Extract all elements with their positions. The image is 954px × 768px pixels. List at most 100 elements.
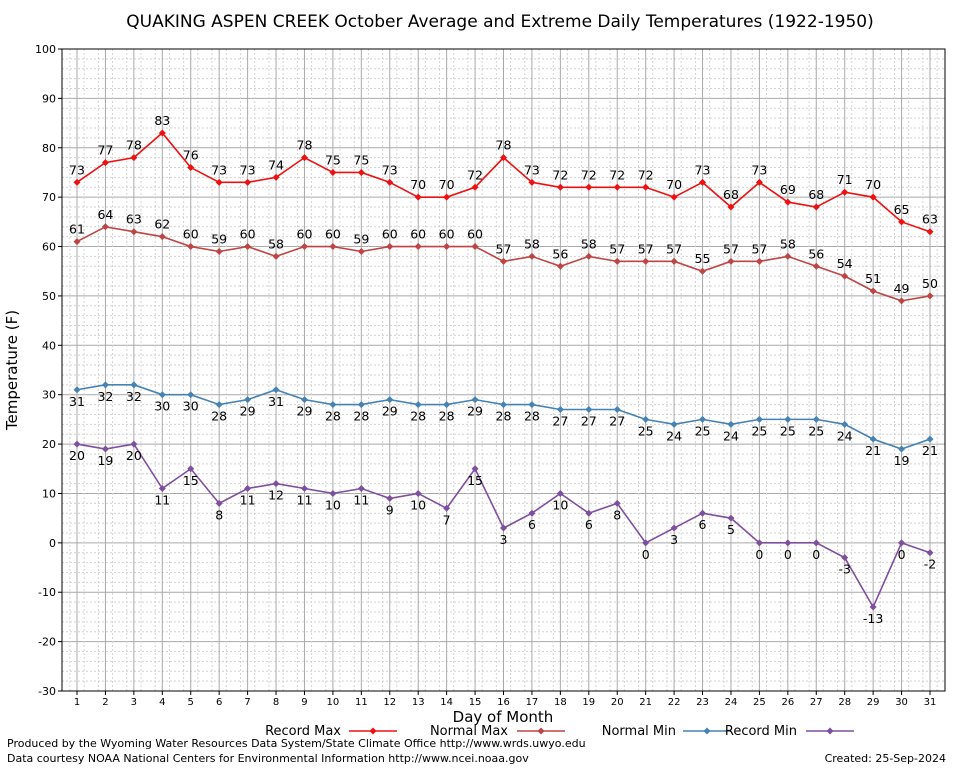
data-label-normal-max: 56 <box>808 246 824 261</box>
data-label-record-max: 68 <box>723 187 739 202</box>
data-label-normal-max: 58 <box>524 236 540 251</box>
data-point-normal-min <box>755 415 763 423</box>
data-point-normal-min <box>386 396 394 404</box>
data-label-record-max: 75 <box>353 152 369 167</box>
y-axis-ticks: -30 -20 -10 0 10 20 30 40 50 60 70 80 90 100 <box>35 43 62 698</box>
data-point-record-max <box>443 193 451 201</box>
data-point-record-min <box>812 539 820 547</box>
data-point-normal-min <box>300 396 308 404</box>
data-label-normal-min: 28 <box>439 409 455 424</box>
data-point-normal-min <box>130 381 138 389</box>
data-point-record-max <box>414 193 422 201</box>
data-label-normal-max: 60 <box>240 227 256 242</box>
y-tick-label: -10 <box>38 586 56 599</box>
data-label-record-min: 11 <box>240 493 256 508</box>
data-label-record-min: 11 <box>297 493 313 508</box>
data-point-normal-max <box>898 297 906 305</box>
data-point-normal-max <box>130 228 138 236</box>
data-label-normal-max: 59 <box>211 231 227 246</box>
data-label-record-min: 20 <box>126 448 142 463</box>
data-label-normal-min: 30 <box>183 399 199 414</box>
data-point-normal-max <box>784 252 792 260</box>
data-label-normal-max: 57 <box>666 241 682 256</box>
data-point-record-max <box>926 228 934 236</box>
data-label-record-min: 0 <box>812 547 820 562</box>
footer-data-courtesy: Data courtesy NOAA National Centers for … <box>7 752 529 765</box>
y-tick-label: -20 <box>38 636 56 649</box>
data-label-normal-min: 25 <box>695 423 711 438</box>
x-tick-label: 17 <box>526 697 539 708</box>
legend: Record Max Normal Max Normal Min Record Min <box>265 724 854 739</box>
data-label-normal-max: 62 <box>154 217 170 232</box>
data-point-record-min <box>158 485 166 493</box>
data-label-record-max: 73 <box>382 162 398 177</box>
data-point-record-min <box>272 480 280 488</box>
x-axis-ticks: 1 2 3 4 5 6 7 8 9 10 11 12 13 14 15 16 17 18 19 20 21 22 23 24 2… <box>74 691 936 708</box>
data-point-record-min <box>187 465 195 473</box>
data-point-normal-min <box>670 420 678 428</box>
legend-marker-normal-max <box>537 727 545 735</box>
data-label-record-max: 76 <box>183 148 199 163</box>
data-label-record-min: 8 <box>215 507 223 522</box>
data-point-normal-max <box>926 292 934 300</box>
data-point-record-max <box>898 218 906 226</box>
data-point-normal-min <box>215 401 223 409</box>
data-label-normal-min: 32 <box>97 389 113 404</box>
data-point-record-min <box>329 489 337 497</box>
data-label-normal-max: 57 <box>723 241 739 256</box>
data-point-normal-max <box>812 262 820 270</box>
y-tick-label: -30 <box>38 685 56 698</box>
data-label-normal-min: 27 <box>581 414 597 429</box>
data-label-normal-max: 60 <box>382 227 398 242</box>
data-point-normal-min <box>414 401 422 409</box>
data-point-normal-min <box>727 420 735 428</box>
data-label-normal-max: 50 <box>922 276 938 291</box>
data-label-record-min: 5 <box>727 522 735 537</box>
data-label-record-min: 10 <box>325 497 341 512</box>
data-point-normal-min <box>471 396 479 404</box>
data-point-record-max <box>357 168 365 176</box>
data-label-record-max: 78 <box>297 138 313 153</box>
data-label-record-min: 15 <box>183 473 199 488</box>
data-point-normal-max <box>500 257 507 265</box>
data-label-record-max: 68 <box>808 187 824 202</box>
x-tick-label: 19 <box>582 697 595 708</box>
x-tick-label: 3 <box>131 697 137 708</box>
data-point-record-max <box>130 154 138 162</box>
data-label-normal-max: 58 <box>581 236 597 251</box>
data-point-record-max <box>670 193 678 201</box>
data-label-normal-min: 30 <box>154 399 170 414</box>
data-point-normal-min <box>73 386 81 394</box>
data-point-normal-min <box>898 445 906 453</box>
data-label-record-max: 71 <box>837 172 853 187</box>
legend-marker-normal-min <box>703 727 711 735</box>
data-label-record-min: 10 <box>552 497 568 512</box>
data-label-normal-min: 25 <box>751 423 767 438</box>
data-point-normal-max <box>528 252 536 260</box>
data-point-record-min <box>414 489 422 497</box>
data-label-record-max: 72 <box>638 167 654 182</box>
data-point-record-min <box>585 509 593 517</box>
data-point-record-max <box>556 183 564 191</box>
data-label-record-max: 65 <box>894 202 910 217</box>
data-label-record-max: 72 <box>552 167 568 182</box>
data-point-record-min <box>300 485 308 493</box>
x-tick-label: 11 <box>355 697 368 708</box>
data-point-normal-min <box>101 381 109 389</box>
legend-label-record-max: Record Max <box>265 724 341 739</box>
data-label-record-min: 0 <box>784 547 792 562</box>
y-tick-label: 0 <box>49 537 56 550</box>
data-label-normal-max: 61 <box>69 222 85 237</box>
data-label-normal-min: 29 <box>240 404 256 419</box>
data-label-normal-max: 56 <box>552 246 568 261</box>
x-tick-label: 7 <box>244 697 250 708</box>
data-point-normal-min <box>841 420 849 428</box>
data-point-normal-min <box>585 406 593 414</box>
x-tick-label: 27 <box>810 697 823 708</box>
data-point-record-max <box>812 203 820 211</box>
x-tick-label: 4 <box>159 697 165 708</box>
data-label-record-max: 70 <box>666 177 682 192</box>
data-point-normal-max <box>300 243 308 251</box>
